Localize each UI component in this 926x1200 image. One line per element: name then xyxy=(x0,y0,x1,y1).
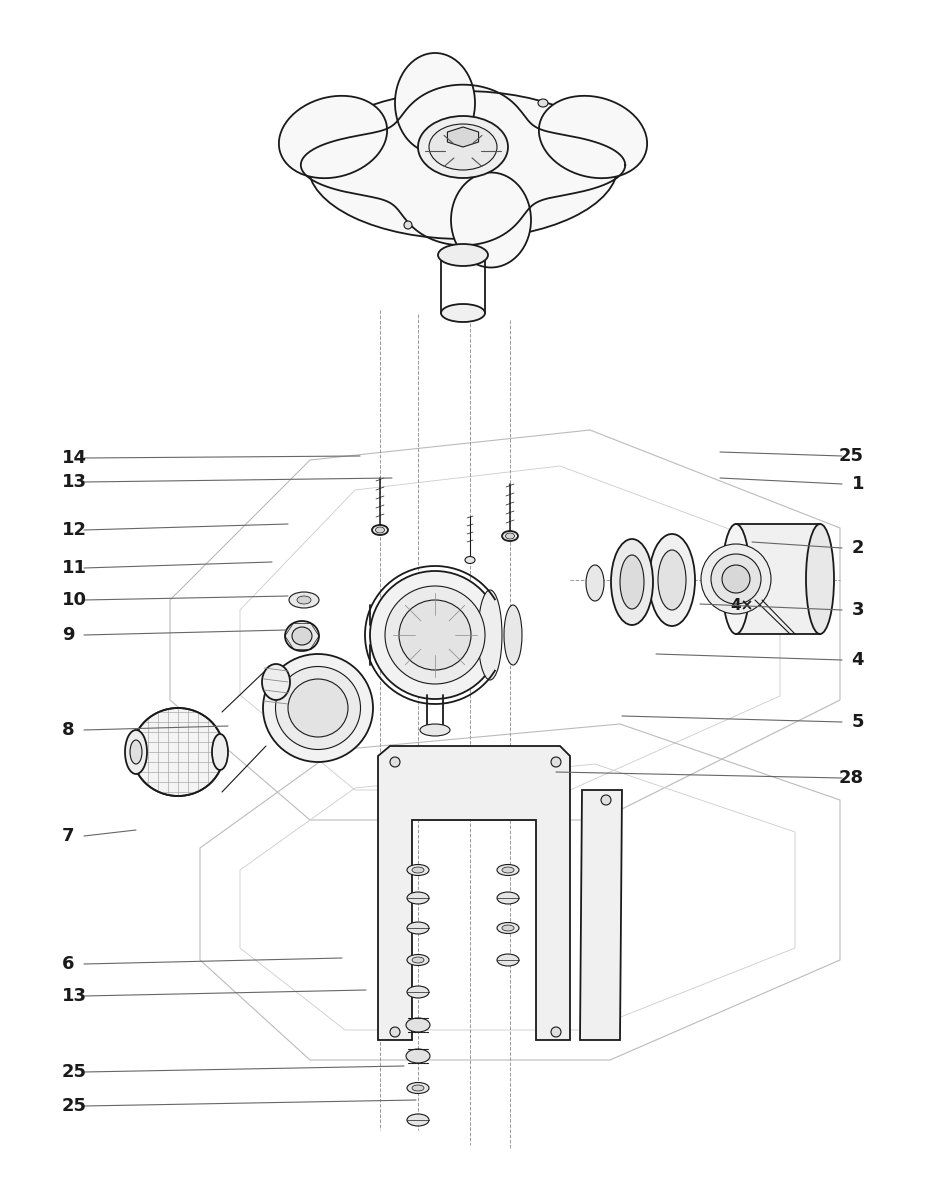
Ellipse shape xyxy=(451,173,531,268)
Ellipse shape xyxy=(406,1049,430,1063)
Ellipse shape xyxy=(412,866,424,874)
Ellipse shape xyxy=(276,666,360,750)
Text: 4: 4 xyxy=(852,650,864,670)
Ellipse shape xyxy=(407,986,429,998)
Circle shape xyxy=(551,757,561,767)
Ellipse shape xyxy=(289,592,319,608)
Text: 25: 25 xyxy=(62,1097,87,1115)
Ellipse shape xyxy=(611,539,653,625)
Text: 6: 6 xyxy=(62,955,74,973)
Text: 25: 25 xyxy=(839,446,864,464)
Ellipse shape xyxy=(497,892,519,904)
Ellipse shape xyxy=(407,892,429,904)
Text: 2: 2 xyxy=(852,539,864,557)
Circle shape xyxy=(390,1027,400,1037)
Ellipse shape xyxy=(418,116,508,178)
Ellipse shape xyxy=(806,524,834,634)
Ellipse shape xyxy=(407,954,429,966)
Ellipse shape xyxy=(212,734,228,770)
Ellipse shape xyxy=(722,524,750,634)
Ellipse shape xyxy=(395,53,475,152)
Ellipse shape xyxy=(438,244,488,266)
Ellipse shape xyxy=(399,600,471,670)
Text: 7: 7 xyxy=(62,827,74,845)
Polygon shape xyxy=(736,524,820,634)
Ellipse shape xyxy=(478,590,502,680)
Circle shape xyxy=(390,757,400,767)
Ellipse shape xyxy=(412,958,424,962)
Polygon shape xyxy=(301,85,625,245)
Ellipse shape xyxy=(620,554,644,608)
Text: 3: 3 xyxy=(852,601,864,619)
Text: 25: 25 xyxy=(62,1063,87,1081)
Ellipse shape xyxy=(285,622,319,650)
Text: 11: 11 xyxy=(62,559,87,577)
Ellipse shape xyxy=(502,530,518,541)
Ellipse shape xyxy=(376,527,384,533)
Ellipse shape xyxy=(372,526,388,535)
Ellipse shape xyxy=(370,571,500,698)
Text: 14: 14 xyxy=(62,449,87,467)
Ellipse shape xyxy=(297,596,311,604)
Ellipse shape xyxy=(722,565,750,593)
Ellipse shape xyxy=(407,1082,429,1093)
Ellipse shape xyxy=(292,626,312,646)
Ellipse shape xyxy=(429,124,497,170)
Ellipse shape xyxy=(308,91,618,239)
Ellipse shape xyxy=(465,557,475,564)
Text: 4×: 4× xyxy=(730,598,754,613)
Ellipse shape xyxy=(125,730,147,774)
Ellipse shape xyxy=(262,664,290,700)
Ellipse shape xyxy=(441,304,485,322)
Ellipse shape xyxy=(497,864,519,876)
Ellipse shape xyxy=(407,922,429,934)
Ellipse shape xyxy=(412,1085,424,1091)
Text: 8: 8 xyxy=(62,721,75,739)
Ellipse shape xyxy=(502,866,514,874)
Ellipse shape xyxy=(420,724,450,736)
Ellipse shape xyxy=(132,708,224,796)
Polygon shape xyxy=(580,790,622,1040)
Text: 13: 13 xyxy=(62,473,87,491)
Ellipse shape xyxy=(497,954,519,966)
Ellipse shape xyxy=(385,586,485,684)
Ellipse shape xyxy=(701,544,771,614)
Ellipse shape xyxy=(497,923,519,934)
Ellipse shape xyxy=(263,654,373,762)
Text: 1: 1 xyxy=(852,475,864,493)
Ellipse shape xyxy=(539,96,647,178)
Ellipse shape xyxy=(658,550,686,610)
Ellipse shape xyxy=(504,605,522,665)
Ellipse shape xyxy=(502,925,514,931)
Ellipse shape xyxy=(586,565,604,601)
Ellipse shape xyxy=(538,98,548,107)
Ellipse shape xyxy=(407,864,429,876)
Text: 9: 9 xyxy=(62,626,74,644)
Ellipse shape xyxy=(649,534,695,626)
Ellipse shape xyxy=(404,221,412,229)
Ellipse shape xyxy=(407,1114,429,1126)
Text: 13: 13 xyxy=(62,986,87,1006)
Ellipse shape xyxy=(506,533,515,539)
Circle shape xyxy=(601,794,611,805)
Text: 12: 12 xyxy=(62,521,87,539)
Ellipse shape xyxy=(279,96,387,178)
Circle shape xyxy=(551,1027,561,1037)
Ellipse shape xyxy=(288,679,348,737)
Ellipse shape xyxy=(130,740,142,764)
Text: 10: 10 xyxy=(62,590,87,608)
Text: 28: 28 xyxy=(839,769,864,787)
Ellipse shape xyxy=(406,1018,430,1032)
Polygon shape xyxy=(447,127,479,146)
Ellipse shape xyxy=(711,554,761,604)
Text: 5: 5 xyxy=(852,713,864,731)
Polygon shape xyxy=(378,746,570,1040)
